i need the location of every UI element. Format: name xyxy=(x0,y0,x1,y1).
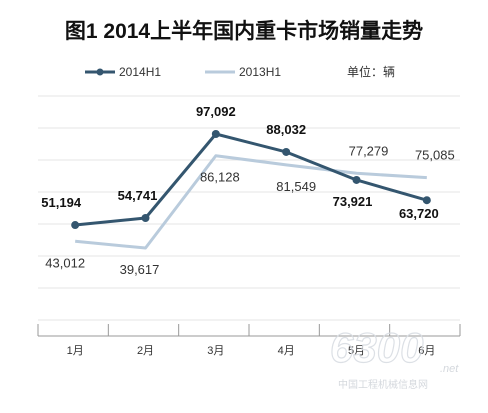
series-layer xyxy=(71,130,431,250)
data-point xyxy=(282,147,291,156)
x-tick-label: 5月 xyxy=(348,345,365,357)
data-point xyxy=(422,196,431,205)
data-label-2013: 81,549 xyxy=(276,179,316,194)
watermark-site: 中国工程机械信息网 xyxy=(338,378,428,391)
grid xyxy=(38,95,460,321)
x-tick-label: 2月 xyxy=(137,345,154,357)
unit-label: 单位：辆 xyxy=(347,64,395,79)
legend-marker xyxy=(96,68,104,76)
data-label-2013: 75,085 xyxy=(415,148,455,163)
data-point xyxy=(141,214,150,223)
data-label-2013: 77,279 xyxy=(349,143,389,158)
data-point xyxy=(71,221,80,230)
x-tick-label: 3月 xyxy=(207,345,224,357)
legend-label: 2014H1 xyxy=(119,65,161,79)
data-label-2013: 43,012 xyxy=(45,255,85,270)
watermark-net: .net xyxy=(440,363,459,375)
series-line-2014H1 xyxy=(75,132,428,227)
data-label-2013: 39,617 xyxy=(120,262,160,277)
data-point xyxy=(352,175,361,184)
data-label-2014: 54,741 xyxy=(118,188,158,203)
series-line-2013H1 xyxy=(75,154,427,250)
x-axis: 1月 2月 3月 4月 5月 6月 xyxy=(37,324,461,357)
data-label-2014: 73,921 xyxy=(333,194,373,209)
data-label-2014: 63,720 xyxy=(399,206,439,221)
x-tick-label: 1月 xyxy=(67,345,84,357)
legend-label: 2013H1 xyxy=(239,65,281,79)
data-point xyxy=(211,130,220,138)
data-label-2014: 88,032 xyxy=(266,122,306,137)
chart-title: 图1 2014上半年国内重卡市场销量走势 xyxy=(65,19,423,43)
x-tick-label: 4月 xyxy=(278,345,295,357)
data-label-2013: 86,128 xyxy=(200,170,240,185)
data-labels: 51,194 54,741 97,092 88,032 73,921 63,720 43,0… xyxy=(41,104,454,277)
x-tick-label: 6月 xyxy=(418,345,435,357)
data-label-2014: 51,194 xyxy=(41,195,82,210)
watermark-number: 6300 xyxy=(330,324,423,371)
watermark: 6300 .net 中国工程机械信息网 xyxy=(329,323,459,391)
legend: 2014H1 2013H1 xyxy=(85,65,281,79)
data-label-2014: 97,092 xyxy=(196,104,236,119)
